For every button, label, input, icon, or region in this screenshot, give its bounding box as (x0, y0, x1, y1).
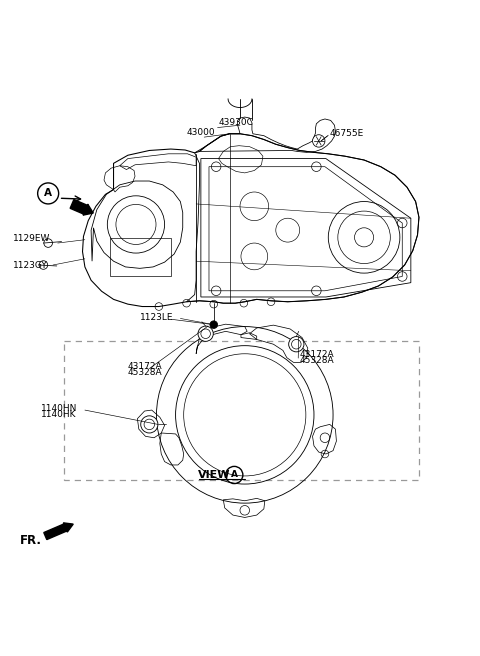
Text: VIEW: VIEW (197, 470, 230, 480)
Circle shape (288, 337, 304, 352)
FancyArrow shape (70, 199, 93, 215)
FancyArrow shape (44, 523, 73, 540)
Text: 45328A: 45328A (128, 368, 162, 377)
Text: A: A (231, 470, 238, 480)
Circle shape (39, 260, 48, 270)
Text: 1123GY: 1123GY (13, 262, 48, 270)
Circle shape (141, 416, 158, 433)
Text: 45328A: 45328A (300, 356, 334, 365)
Text: A: A (44, 188, 52, 198)
Circle shape (312, 134, 325, 147)
Text: 46755E: 46755E (330, 129, 364, 138)
Text: 1140HN: 1140HN (40, 403, 77, 413)
Text: FR.: FR. (20, 534, 42, 547)
Text: 1123LE: 1123LE (140, 313, 173, 322)
Text: 43000: 43000 (187, 128, 215, 137)
Circle shape (198, 326, 213, 341)
Text: 43930C: 43930C (218, 117, 253, 127)
Text: 43172A: 43172A (128, 361, 162, 371)
Text: 43172A: 43172A (300, 350, 334, 359)
Text: 1140HK: 1140HK (40, 410, 76, 419)
Text: 1129EW: 1129EW (13, 234, 51, 243)
Bar (64, 341, 419, 480)
Circle shape (44, 239, 52, 247)
Circle shape (210, 321, 217, 329)
